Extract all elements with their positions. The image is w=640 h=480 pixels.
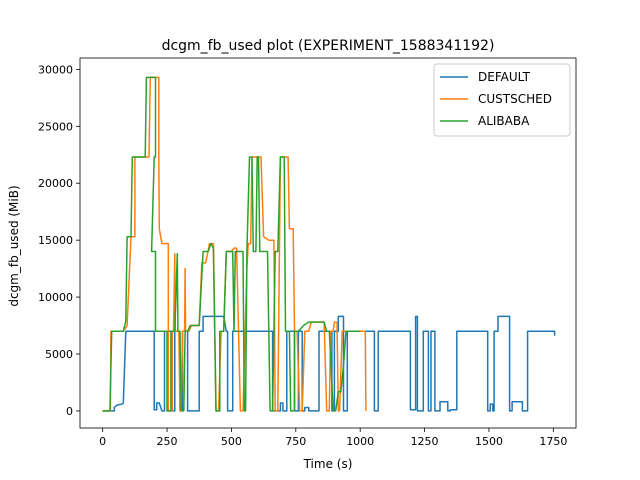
series-line-alibaba <box>102 76 361 412</box>
x-tick-label: 1500 <box>475 435 503 448</box>
x-axis-label: Time (s) <box>303 457 353 471</box>
legend-label-default: DEFAULT <box>478 70 531 84</box>
y-tick-label: 10000 <box>38 291 73 304</box>
legend-box <box>433 63 571 137</box>
y-tick-label: 5000 <box>45 348 73 361</box>
axes-frame <box>79 57 577 429</box>
legend-label-alibaba: ALIBABA <box>478 114 530 128</box>
x-tick-label: 1750 <box>539 435 567 448</box>
y-tick-label: 0 <box>66 405 73 418</box>
plot-border <box>79 57 577 429</box>
x-tick-label: 1250 <box>411 435 439 448</box>
legend: DEFAULT CUSTSCHED ALIBABA <box>433 63 571 137</box>
x-tick-label: 750 <box>285 435 306 448</box>
legend-label-custsched: CUSTSCHED <box>478 92 552 106</box>
plot-lines <box>102 76 556 412</box>
y-tick-label: 30000 <box>38 63 73 76</box>
x-tick-label: 250 <box>157 435 178 448</box>
x-tick-label: 1000 <box>346 435 374 448</box>
x-tick-label: 500 <box>221 435 242 448</box>
x-axis-ticks: 0 250 500 750 1000 1250 1500 1750 <box>99 428 567 448</box>
y-axis-ticks: 0 5000 10000 15000 20000 25000 30000 <box>38 63 80 418</box>
y-axis-label: dcgm_fb_used (MiB) <box>7 185 21 306</box>
chart-title: dcgm_fb_used plot (EXPERIMENT_1588341192… <box>162 38 495 54</box>
y-tick-label: 15000 <box>38 234 73 247</box>
y-tick-label: 25000 <box>38 120 73 133</box>
y-tick-label: 20000 <box>38 177 73 190</box>
x-tick-label: 0 <box>99 435 106 448</box>
